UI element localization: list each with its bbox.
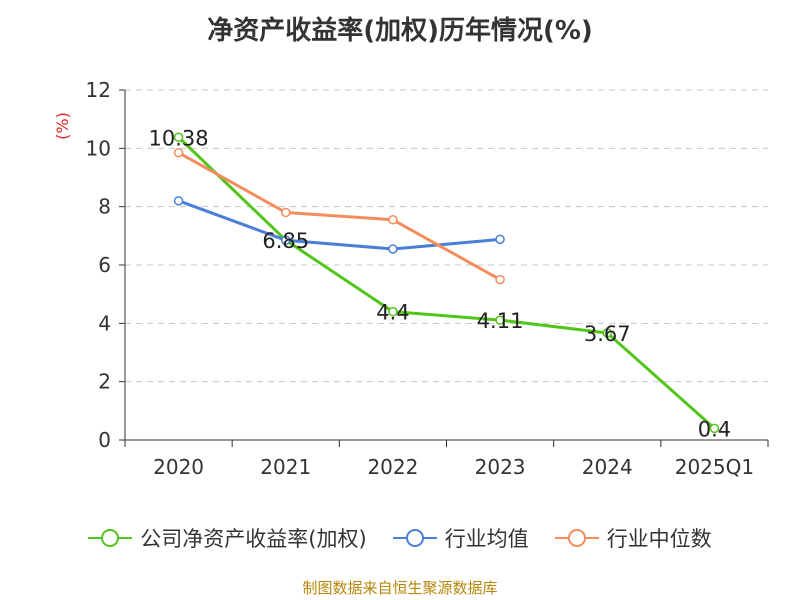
data-point-1: [388, 244, 398, 254]
legend-marker-industry-mean: [392, 529, 437, 547]
x-tick-label: 2022: [367, 455, 418, 479]
data-point-1: [281, 235, 291, 245]
series-line-2: [177, 151, 501, 281]
data-point-1: [173, 196, 184, 206]
legend-marker-company: [88, 529, 133, 547]
y-tick-label: 2: [98, 370, 111, 394]
x-tick-label: 2023: [475, 455, 526, 479]
data-point-0: [388, 306, 398, 317]
x-tick-label: 2025Q1: [675, 455, 754, 479]
legend-item-industry-mean[interactable]: 行业均值: [392, 523, 529, 553]
data-point-0: [709, 423, 720, 434]
x-tick-label: 2024: [582, 455, 633, 479]
data-point-0: [495, 315, 505, 325]
chart-title: 净资产收益率(加权)历年情况(%): [207, 16, 593, 46]
legend-label-company: 公司净资产收益率(加权): [140, 527, 367, 551]
data-point-0: [173, 132, 184, 142]
y-tick-label: 10: [86, 136, 111, 160]
x-tick-label: 2020: [153, 455, 204, 479]
data-label: 4.4: [376, 301, 409, 325]
data-label: 10.38: [149, 126, 209, 150]
legend-label-industry-median: 行业中位数: [606, 527, 712, 551]
legend-item-company[interactable]: 公司净资产收益率(加权): [88, 523, 367, 553]
data-label: 0.4: [698, 417, 731, 441]
series-line-1: [178, 199, 501, 251]
data-label: 4.11: [477, 309, 524, 333]
data-point-1: [495, 234, 505, 245]
x-tick-label: 2021: [260, 455, 311, 479]
data-point-2: [495, 274, 505, 285]
data-point-2: [388, 215, 398, 225]
legend-item-industry-median[interactable]: 行业中位数: [554, 523, 712, 553]
data-point-0: [602, 328, 612, 338]
y-tick-label: 6: [98, 253, 111, 277]
series-line-0: [177, 136, 716, 430]
data-point-2: [173, 147, 184, 158]
y-tick-label: 12: [86, 78, 111, 102]
legend-marker-industry-median: [554, 529, 599, 547]
y-tick-label: 8: [98, 195, 111, 219]
source-footer: 制图数据来自恒生聚源数据库: [302, 579, 498, 597]
y-tick-label: 4: [98, 311, 111, 335]
y-tick-label: 0: [98, 428, 111, 452]
data-point-2: [281, 207, 291, 218]
data-label: 3.67: [584, 322, 631, 346]
legend-label-industry-mean: 行业均值: [444, 527, 529, 551]
y-axis-label: (%): [53, 112, 72, 140]
chart-legend: 公司净资产收益率(加权) 行业均值 行业中位数: [0, 520, 800, 556]
data-label: 6.85: [262, 229, 309, 253]
